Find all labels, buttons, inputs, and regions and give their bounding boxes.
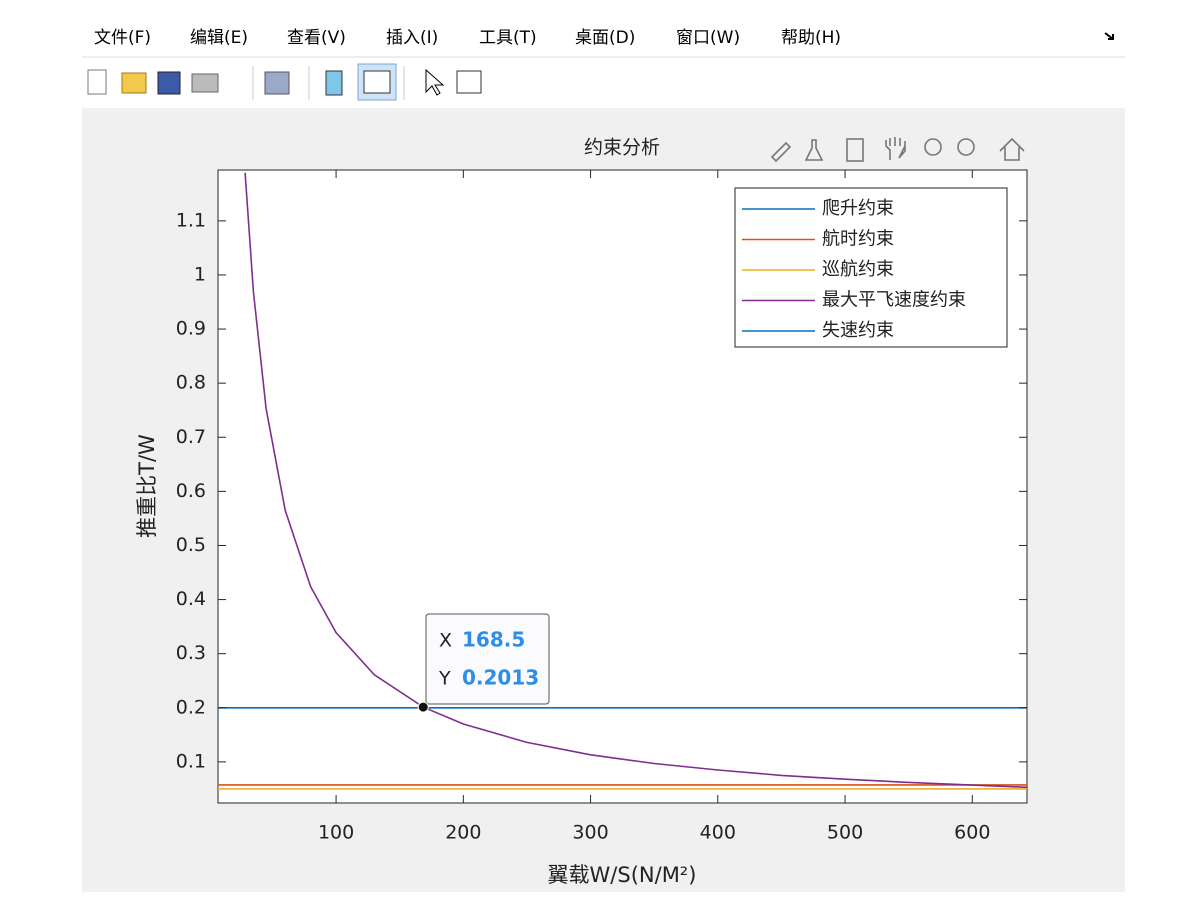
y-tick-label: 0.8 (176, 372, 206, 394)
dock-arrow[interactable] (1104, 32, 1114, 40)
zoom-in-icon[interactable] (924, 138, 942, 156)
menu-bar: 文件(F) 编辑(E) 查看(V) 插入(I) 工具(T) 桌面(D) 窗口(W… (94, 28, 1114, 48)
datatip-point (417, 701, 429, 713)
menu-item[interactable]: 窗口(W) (676, 28, 740, 48)
brush-icon[interactable] (770, 141, 792, 163)
datatip-box (425, 613, 550, 705)
menu-item[interactable]: 桌面(D) (575, 28, 635, 48)
y-tick-label: 0.1 (176, 750, 206, 772)
x-tick-label: 300 (572, 822, 608, 844)
x-tick-label: 200 (445, 822, 481, 844)
x-tick-label: 400 (700, 822, 736, 844)
legend-label: 航时约束 (822, 229, 894, 250)
y-tick-label: 1 (194, 263, 206, 285)
y-axis-label: 推重比T/W (135, 434, 159, 538)
legend-box (734, 187, 1008, 348)
link-icon[interactable] (264, 71, 290, 95)
x-axis-label: 翼载W/S(N/M²) (548, 863, 697, 887)
y-tick-label: 0.2 (176, 696, 206, 718)
legend-label: 巡航约束 (822, 259, 894, 280)
legend-label: 爬升约束 (822, 198, 894, 219)
y-tick-label: 0.9 (176, 318, 206, 340)
axes-toolbar (770, 137, 1025, 163)
pointer-icon[interactable] (425, 68, 445, 96)
y-tick-label: 0.3 (176, 642, 206, 664)
legend-label: 失速约束 (822, 320, 894, 341)
datatip-x-value: 168.5 (462, 628, 525, 652)
datatip-icon[interactable] (804, 139, 824, 161)
menu-item[interactable]: 编辑(E) (190, 28, 248, 48)
y-tick-label: 0.4 (176, 588, 206, 610)
new-icon[interactable] (87, 69, 107, 95)
y-tick-label: 0.7 (176, 426, 206, 448)
series-line (244, 172, 1027, 789)
x-tick-label: 100 (318, 822, 354, 844)
y-tick-label: 0.5 (176, 534, 206, 556)
datatip-x-label: X (439, 630, 452, 652)
save-icon[interactable] (157, 71, 181, 95)
property-icon[interactable] (456, 70, 482, 94)
menu-item[interactable]: 帮助(H) (781, 28, 841, 48)
legend-label: 最大平飞速度约束 (822, 290, 966, 311)
home-icon[interactable] (999, 137, 1025, 161)
legend-icon (363, 70, 391, 94)
print-icon[interactable] (191, 73, 219, 93)
plot-area (218, 172, 1027, 790)
x-tick-label: 600 (954, 822, 990, 844)
menu-item[interactable]: 插入(I) (386, 28, 438, 48)
menu-item[interactable]: 工具(T) (479, 28, 537, 48)
menu-item[interactable]: 查看(V) (287, 28, 346, 48)
datatip-y-label: Y (438, 668, 451, 690)
toolbar (87, 63, 482, 101)
y-tick-label: 1.1 (176, 209, 206, 231)
colorbar-icon[interactable] (325, 70, 343, 96)
open-icon[interactable] (121, 72, 147, 94)
rotate-icon[interactable] (846, 138, 864, 162)
menu-item[interactable]: 文件(F) (94, 28, 151, 48)
zoom-out-icon[interactable] (957, 138, 975, 156)
datatip-y-value: 0.2013 (462, 666, 539, 690)
chart-title: 约束分析 (584, 137, 660, 159)
x-tick-label: 500 (827, 822, 863, 844)
pan-icon[interactable] (885, 137, 906, 160)
y-tick-label: 0.6 (176, 480, 206, 502)
